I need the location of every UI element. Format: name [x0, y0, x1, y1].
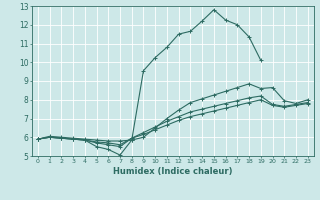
X-axis label: Humidex (Indice chaleur): Humidex (Indice chaleur) [113, 167, 233, 176]
